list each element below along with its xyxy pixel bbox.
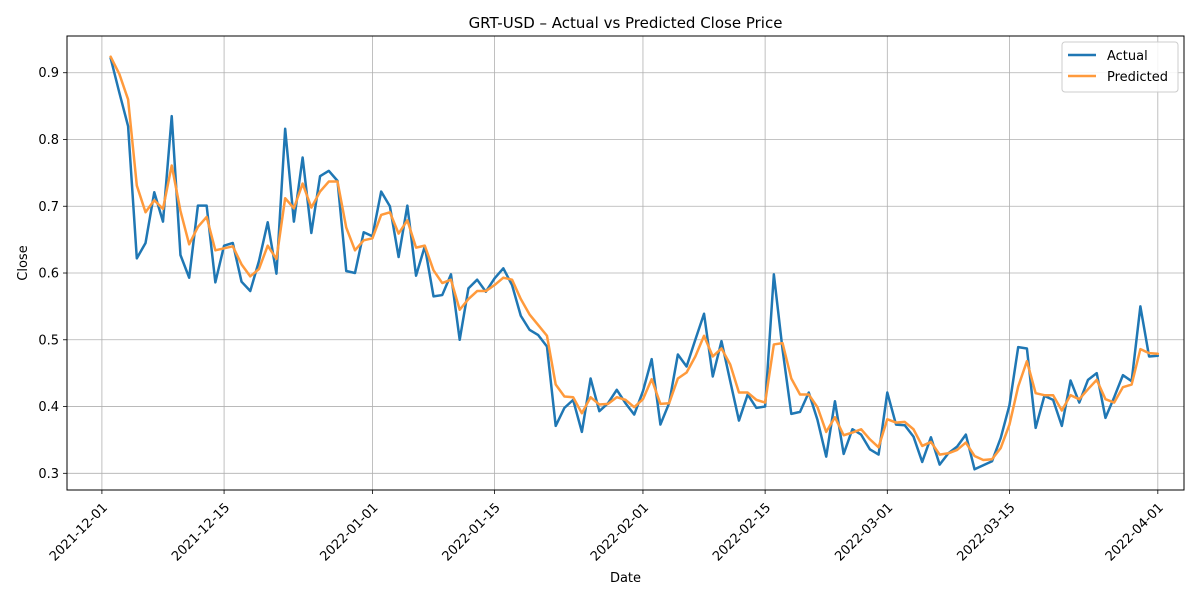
chart-title: GRT-USD – Actual vs Predicted Close Pric… (469, 14, 783, 32)
y-tick-label: 0.3 (38, 467, 59, 482)
legend: Actual Predicted (1061, 41, 1179, 93)
series-line-actual (109, 56, 1160, 471)
grid (67, 36, 1184, 490)
plot-frame (66, 35, 1185, 491)
series-line-predicted (109, 55, 1160, 462)
y-tick-label: 0.4 (38, 400, 59, 415)
series-layer (109, 55, 1160, 471)
y-tick-label: 0.7 (38, 200, 59, 215)
y-tick-label: 0.9 (38, 66, 59, 81)
y-axis-title: Close (16, 245, 31, 280)
y-tick-label: 0.6 (38, 267, 59, 282)
x-axis-title: Date (610, 571, 641, 586)
y-tick-label: 0.5 (38, 333, 59, 348)
legend-label-actual: Actual (1107, 49, 1148, 64)
y-tick-label: 0.8 (38, 133, 59, 148)
legend-label-predicted: Predicted (1107, 70, 1168, 85)
